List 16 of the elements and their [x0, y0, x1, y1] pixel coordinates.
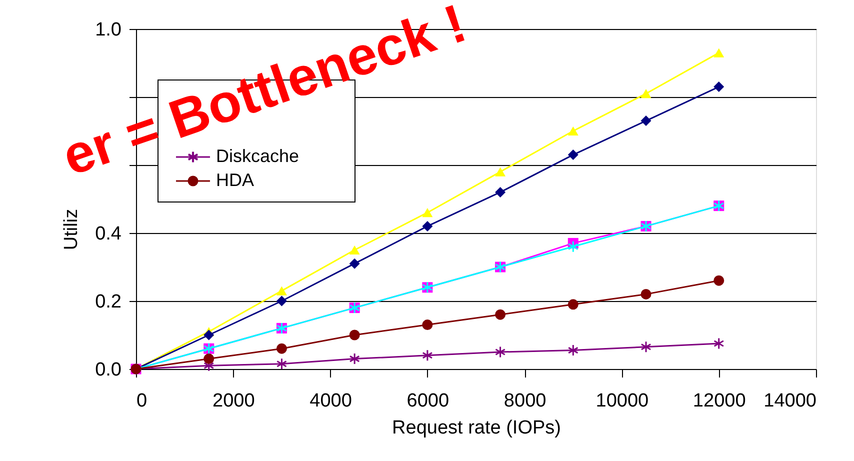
x-tick-label: 4000 — [310, 390, 352, 412]
legend-label: HDA — [216, 170, 254, 190]
x-tick-label: 10000 — [596, 390, 649, 412]
y-tick-label: 0.4 — [95, 224, 122, 244]
x-tick-label: 8000 — [504, 390, 546, 412]
x-tick-label: 12000 — [692, 390, 746, 412]
y-tick-label: 1.0 — [95, 20, 122, 40]
x-tick-label: 0 — [136, 390, 148, 412]
legend-label: Diskcache — [216, 146, 300, 166]
x-tick-label: 2000 — [212, 390, 255, 412]
y-tick-label: 0.2 — [95, 292, 122, 312]
x-axis-title: Request rate (IOPs) — [392, 418, 561, 438]
y-tick-label: 0.0 — [95, 360, 122, 380]
x-tick-label: 6000 — [406, 390, 450, 412]
x-tick-label: 14000 — [764, 390, 816, 412]
y-axis-title: Utiliz — [61, 208, 82, 250]
